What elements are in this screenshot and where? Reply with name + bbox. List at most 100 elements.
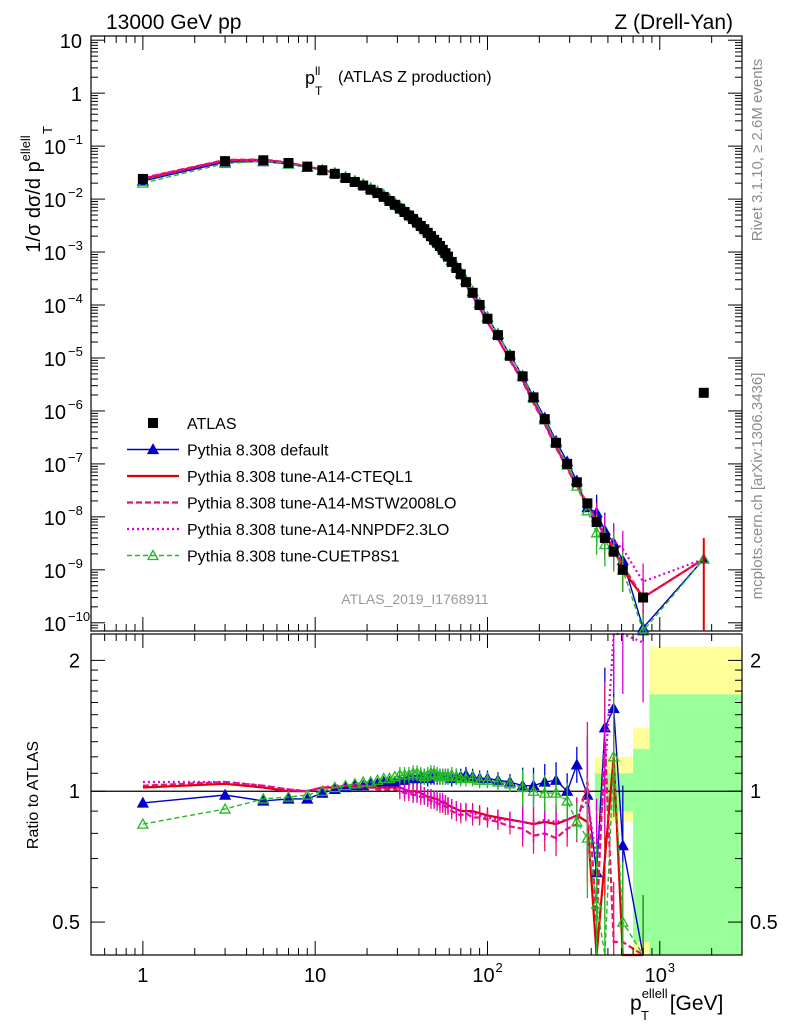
ratio-point-cuetp <box>527 784 540 796</box>
atlas-point <box>329 168 340 179</box>
atlas-point <box>137 173 148 184</box>
ratio-point-cuetp <box>581 831 594 843</box>
atlas-point <box>378 191 389 202</box>
atlas-point <box>455 269 466 280</box>
ratio-point-cuetp <box>607 750 620 762</box>
ratio-ytick-label-right: 1 <box>750 781 761 803</box>
legend-label: Pythia 8.308 tune-A14-MSTW2008LO <box>187 496 456 513</box>
atlas-point <box>562 458 573 469</box>
ratio-xtick-exp: 2 <box>495 960 502 975</box>
legend-label: Pythia 8.308 tune-CUETP8S1 <box>187 549 400 566</box>
atlas-point <box>220 156 231 167</box>
header-left: 13000 GeV pp <box>106 11 241 34</box>
main-ytick-exp: −10 <box>68 609 90 624</box>
ratio-xtick-label: 10 <box>304 965 326 987</box>
main-point-cuetp <box>590 526 603 538</box>
legend-entry: Pythia 8.308 default <box>127 443 329 460</box>
main-ytick-exp: −1 <box>68 132 83 147</box>
main-ytick-exp: −2 <box>68 185 83 200</box>
ratio-ytick-label-right: 0.5 <box>750 912 778 934</box>
mcplots-label: mcplots.cern.ch [arXiv:1306.3436] <box>749 373 766 600</box>
plot-title-rest: (ATLAS Z production) <box>338 69 492 86</box>
atlas-point <box>365 184 376 195</box>
main-ytick-label: 10 <box>44 561 66 583</box>
ratio-point-cuetp <box>561 794 574 806</box>
atlas-point <box>599 532 610 543</box>
main-series <box>136 154 710 636</box>
atlas-point <box>517 371 528 382</box>
ratio-panel: 2 21 10.5 0.51 10 10 2 10 3 <box>52 632 778 987</box>
main-ytick-exp: −3 <box>68 238 83 253</box>
xlabel-sub: T <box>641 1008 649 1023</box>
atlas-point <box>474 300 485 311</box>
atlas-point <box>302 161 313 172</box>
main-ytick-label: 10 <box>44 508 66 530</box>
ratio-point-cuetp <box>516 781 529 793</box>
main-ytick-label: 10 <box>44 190 66 212</box>
ratio-ytick-label: 1 <box>69 781 80 803</box>
plot-title-main: p <box>305 68 315 88</box>
legend-label: ATLAS <box>187 416 237 433</box>
ratio-point-cuetp <box>282 790 295 802</box>
ratio-point-cuetp <box>377 772 390 784</box>
ratio-point-cuetp <box>357 775 370 787</box>
ratio-series <box>136 632 644 957</box>
legend-entry: Pythia 8.308 tune-CUETP8S1 <box>127 549 400 566</box>
main-point-cuetp <box>581 504 594 516</box>
atlas-point <box>591 517 602 528</box>
atlas-point <box>384 196 395 207</box>
ratio-ylabel: Ratio to ATLAS <box>25 741 42 849</box>
ratio-point-cuetp <box>402 768 416 780</box>
main-ylabel: 1/σ dσ/d pellell T <box>18 126 55 253</box>
atlas-point <box>349 177 360 188</box>
ratio-point-default <box>136 796 149 808</box>
ratio-point-cuetp <box>441 770 455 782</box>
atlas-point <box>608 546 619 557</box>
main-ytick-label: 10 <box>44 296 66 318</box>
ratio-ytick-label: 2 <box>69 650 80 672</box>
main-ylabel-sub: T <box>40 126 55 134</box>
ratio-point-cuetp <box>466 772 479 784</box>
ratio-point-cuetp <box>348 777 361 789</box>
legend-label: Pythia 8.308 default <box>187 443 329 460</box>
main-ytick-exp: −7 <box>68 450 83 465</box>
ratio-point-cuetp <box>388 770 401 782</box>
ratio-xtick-label: 1 <box>137 965 148 987</box>
atlas-point <box>638 592 649 603</box>
ratio-point-cuetp <box>301 788 314 800</box>
main-ytick-exp: −6 <box>68 397 83 412</box>
legend-entry: Pythia 8.308 tune-A14-NNPDF2.3LO <box>127 522 449 539</box>
ratio-line-default <box>142 708 644 956</box>
ratio-point-cuetp <box>538 786 551 798</box>
legend-entry: Pythia 8.308 tune-A14-CTEQL1 <box>127 469 413 486</box>
ratio-series-cteql1 <box>142 696 644 957</box>
xlabel-pre: p <box>630 992 642 1015</box>
ratio-ytick-label: 0.5 <box>52 912 80 934</box>
legend-entry: ATLAS <box>148 416 237 433</box>
ratio-point-cuetp <box>328 781 341 793</box>
main-ytick-label: 10 <box>44 402 66 424</box>
atlas-point <box>698 387 709 398</box>
legend-label: Pythia 8.308 tune-A14-CTEQL1 <box>187 469 413 486</box>
atlas-point <box>528 392 539 403</box>
ratio-point-cuetp <box>481 773 494 785</box>
atlas-point <box>571 477 582 488</box>
ratio-point-default <box>616 839 629 851</box>
main-series-atlas <box>137 155 709 603</box>
xlabel-post: [GeV] <box>670 992 724 1015</box>
atlas-point <box>358 180 369 191</box>
main-frame <box>90 35 743 632</box>
atlas-point <box>451 262 462 273</box>
atlas-point <box>551 437 562 448</box>
ratio-point-cuetp <box>339 779 352 791</box>
legend-marker-atlas <box>148 418 158 428</box>
atlas-point <box>482 313 493 324</box>
atlas-point <box>492 330 503 341</box>
ratio-band-inner <box>649 694 742 955</box>
plot-title: pll <box>305 64 320 88</box>
ratio-axis-ticks: 2 21 10.5 0.51 10 10 2 10 3 <box>52 634 778 987</box>
main-ytick-label: 10 <box>60 31 82 53</box>
main-ytick-label: 10 <box>44 349 66 371</box>
